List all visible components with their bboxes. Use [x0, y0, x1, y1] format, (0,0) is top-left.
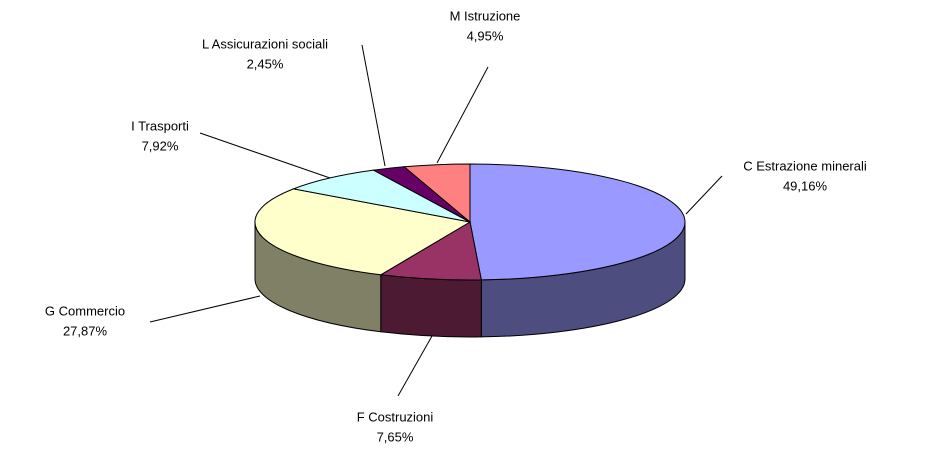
- slice: [469, 163, 686, 281]
- slice-label: M Istruzione: [450, 8, 521, 23]
- leader-line: [685, 175, 723, 215]
- slice-label: I Trasporti: [131, 118, 189, 133]
- leader-line: [361, 44, 386, 167]
- leader-line: [199, 132, 331, 179]
- slice-label: G Commercio: [45, 303, 125, 318]
- slice-value-label: 2,45%: [247, 56, 284, 71]
- slice: [379, 221, 482, 281]
- leader-line: [397, 335, 433, 397]
- slice-value-label: 7,92%: [142, 138, 179, 153]
- slice-value-label: 7,65%: [377, 429, 414, 444]
- slice-label: F Costruzioni: [357, 409, 434, 424]
- leader-line: [149, 295, 261, 323]
- slice: [402, 163, 471, 224]
- slice-label: C Estrazione minerali: [743, 158, 867, 173]
- leader-line: [436, 66, 489, 164]
- slice-side: [380, 274, 482, 338]
- slice: [254, 188, 472, 276]
- slice-label: L Assicurazioni sociali: [202, 36, 328, 51]
- slice-value-label: 27,87%: [63, 323, 108, 338]
- slice-value-label: 4,95%: [467, 28, 504, 43]
- slice-value-label: 49,16%: [783, 178, 828, 193]
